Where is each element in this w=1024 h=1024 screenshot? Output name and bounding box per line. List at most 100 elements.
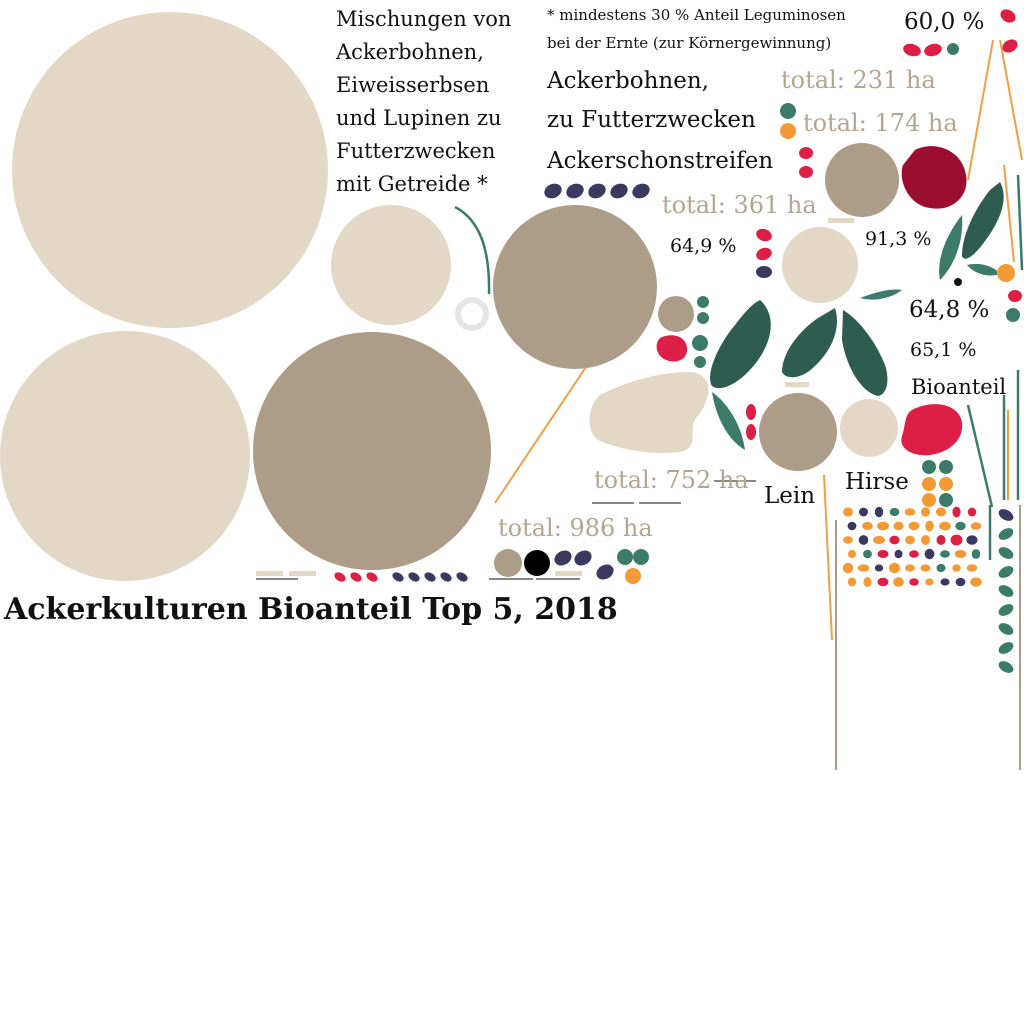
footnote-line-2: bei der Ernte (zur Körnergewinnung): [547, 34, 831, 52]
grain-mark: [925, 578, 934, 586]
grain-mark: [967, 507, 977, 517]
grain-mark: [909, 550, 919, 558]
grain-mark: [939, 521, 951, 531]
seed-mark: [697, 312, 709, 324]
crop-label-hirse: Hirse: [845, 469, 909, 495]
total-label-ackerschonstreifen: total: 361 ha: [662, 191, 817, 219]
page-title: Ackerkulturen Bioanteil Top 5, 2018: [3, 592, 618, 627]
grain-mark: [893, 521, 904, 531]
grain-mark: [847, 521, 857, 531]
grain-mark: [888, 562, 901, 574]
total-circle-mischungen-2: [0, 331, 250, 581]
grain-mark: [970, 522, 982, 530]
crop-name-line: und Lupinen zu: [336, 106, 502, 130]
grain-mark: [874, 506, 884, 518]
leaf-mark: [998, 585, 1014, 597]
leaf-column: [998, 509, 1014, 673]
grain-mark: [889, 507, 900, 517]
seed-mark: [997, 264, 1015, 282]
seed-mark: [625, 568, 641, 584]
seed-mark: [780, 123, 796, 139]
crop-name-line: Eiweisserbsen: [336, 73, 489, 97]
svg-text:und Lupinen zu: und Lupinen zu: [336, 106, 502, 130]
seed-mark: [694, 356, 706, 368]
seed-mark: [692, 335, 708, 351]
total-label-hirse: total: 174 ha: [803, 109, 958, 137]
grain-mark: [955, 521, 966, 531]
grain-mark: [952, 506, 961, 518]
seed-mark: [939, 493, 953, 507]
grain-mark: [857, 564, 870, 572]
grain-mark: [924, 548, 935, 560]
grain-mark: [955, 577, 966, 587]
svg-text:Eiweisserbsen: Eiweisserbsen: [336, 73, 489, 97]
leaf-shape: [860, 289, 902, 300]
seed-mark: [939, 460, 953, 474]
grain-mark: [843, 536, 853, 544]
leaf-mark: [998, 509, 1014, 521]
footnote-line-1: * mindestens 30 % Anteil Leguminosen: [547, 6, 846, 24]
grain-mark: [908, 521, 920, 531]
grain-mark: [971, 549, 981, 559]
grain-mark: [894, 549, 903, 559]
seed-mark: [799, 147, 813, 159]
seed-mark: [939, 477, 953, 491]
seed-mark: [903, 43, 921, 57]
leaf-shape: [782, 308, 837, 378]
grain-mark: [858, 535, 869, 545]
seed-mark: [922, 460, 936, 474]
svg-text:Futterzwecken: Futterzwecken: [336, 139, 495, 163]
grain-mark: [873, 535, 885, 545]
grain-mark: [859, 507, 868, 517]
seed-mark: [632, 183, 650, 199]
grain-mark: [954, 550, 967, 558]
grain-mark: [936, 535, 946, 545]
leaf-shape: [712, 392, 745, 450]
grain-mark: [940, 550, 950, 558]
leaf-shape: [710, 300, 771, 389]
total-label-ackerbohnen: total: 752 ha: [594, 466, 749, 494]
seed-mark: [924, 43, 942, 57]
grain-mark: [940, 578, 950, 586]
seed-mark: [440, 572, 452, 582]
footnote: * mindestens 30 % Anteil Leguminosen bei…: [547, 6, 846, 52]
grain-mark: [921, 507, 930, 517]
leaf-shape: [967, 264, 1000, 276]
crop-name-line: Ackerbohnen,: [546, 68, 709, 94]
leader-line: [454, 205, 491, 295]
seed-mark: [756, 247, 772, 261]
seed-mark: [574, 550, 592, 566]
total-label-lein: total: 231 ha: [781, 66, 936, 94]
seed-mark: [524, 550, 550, 576]
seed-mark: [1000, 9, 1016, 23]
grain-mark: [966, 564, 978, 572]
bar-mark: [785, 382, 809, 387]
organic-circle-ackerschonstreifen: [825, 143, 899, 217]
total-circle-ackerbohnen: [331, 205, 451, 325]
grain-mark: [936, 563, 946, 573]
grain-mark: [909, 578, 919, 586]
seed-mark: [617, 549, 633, 565]
share-label-mischungen: 64,9 %: [670, 235, 736, 257]
seed-mark: [392, 572, 404, 582]
grain-mark: [874, 564, 884, 572]
seed-mark: [366, 572, 378, 582]
crop-name-line: mit Getreide *: [336, 172, 488, 196]
seed-mark: [544, 183, 562, 199]
leaf-mark: [998, 528, 1014, 540]
total-circle-ackerschonstreifen: [782, 227, 858, 303]
organic-blob-ackerschonstreifen-crimson: [901, 146, 967, 209]
bar-mark: [289, 571, 316, 576]
seed-mark: [947, 43, 959, 55]
seed-mark: [596, 564, 614, 580]
grain-mark: [935, 507, 947, 517]
organic-circle-mischungen: [253, 332, 491, 570]
grain-mark: [921, 535, 930, 545]
crop-label-lein: Lein: [764, 483, 815, 509]
seed-mark: [610, 183, 628, 199]
tick-bars: [256, 218, 854, 580]
crop-name-line: Mischungen von: [336, 7, 511, 31]
ring-marker: [455, 297, 489, 331]
seed-mark: [799, 166, 813, 178]
